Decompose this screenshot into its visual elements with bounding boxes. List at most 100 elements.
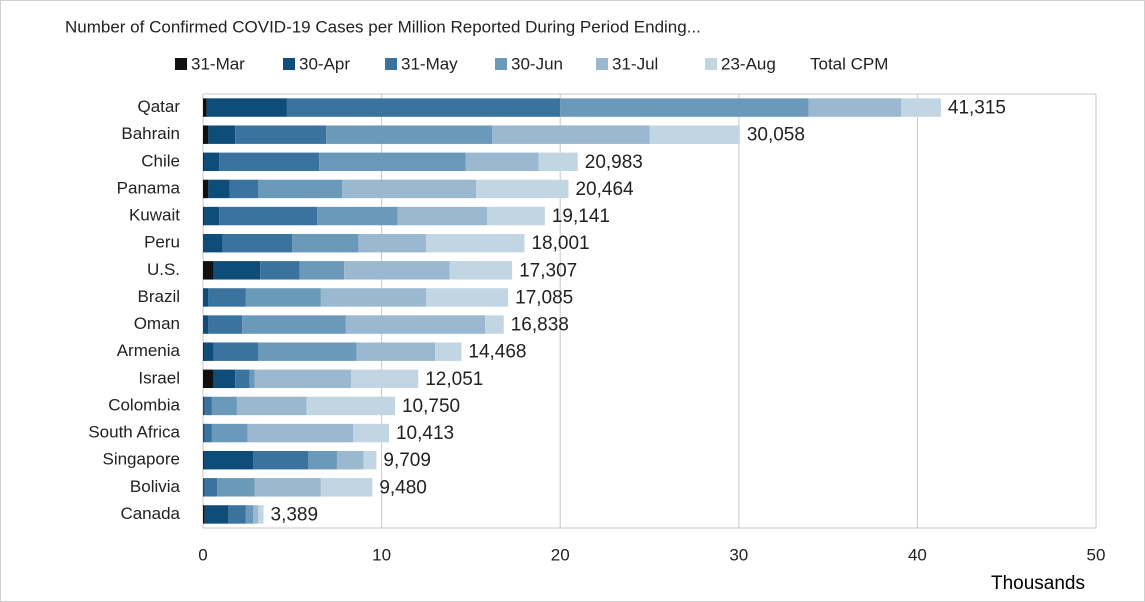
bar-segment — [426, 288, 509, 307]
bar-segment — [242, 315, 346, 334]
bar-segment — [253, 505, 259, 524]
bar-segment — [208, 288, 246, 307]
total-label: 10,413 — [396, 423, 454, 444]
bar-segment — [254, 369, 352, 389]
bar-segment — [476, 179, 569, 199]
bar-segment — [203, 125, 209, 144]
bar-segment — [219, 152, 320, 172]
total-label: 16,838 — [511, 315, 569, 336]
bar-segment — [206, 98, 287, 117]
total-label: 18,001 — [531, 233, 589, 254]
bar-segment — [492, 125, 650, 144]
bar-segment — [258, 342, 357, 361]
total-label: 19,141 — [552, 206, 610, 227]
x-tick-label: 10 — [372, 545, 391, 564]
x-axis-unit: Thousands — [991, 573, 1085, 594]
bar-segment — [203, 342, 204, 361]
x-tick-label: 30 — [729, 545, 748, 564]
bar-segment — [213, 369, 236, 389]
y-tick-label: Canada — [120, 504, 180, 523]
bar-segment — [306, 396, 395, 416]
bar-segment — [203, 98, 207, 117]
bar-segment — [326, 125, 493, 144]
y-tick-label: Colombia — [108, 395, 180, 414]
x-tick-label: 50 — [1087, 545, 1106, 564]
bar-segment — [345, 315, 486, 334]
bar-segment — [317, 206, 398, 226]
bar-segment — [208, 179, 230, 199]
bar-segment — [465, 152, 539, 172]
bar-segment — [351, 369, 419, 389]
bar-segment — [901, 98, 941, 117]
legend-label: 31-Jul — [612, 54, 658, 73]
legend-swatch — [175, 58, 187, 70]
bar-segment — [358, 233, 427, 253]
bar-segment — [258, 179, 343, 199]
bar-segment — [203, 423, 205, 443]
bar-segment — [203, 478, 205, 497]
total-label: 3,389 — [271, 504, 319, 525]
y-tick-label: Panama — [117, 178, 181, 197]
bar-segment — [249, 369, 255, 389]
x-tick-label: 0 — [198, 545, 207, 564]
legend-label: 30-Jun — [511, 54, 563, 73]
bar-segment — [208, 125, 236, 144]
bar-segment — [320, 478, 373, 497]
bar-segment — [435, 342, 462, 361]
legend-label: 30-Apr — [299, 54, 350, 73]
total-label: 12,051 — [425, 369, 483, 390]
total-label: 14,468 — [468, 342, 526, 363]
bar-segment — [538, 152, 578, 172]
y-tick-label: Israel — [138, 368, 180, 387]
bar-segment — [203, 450, 254, 470]
bar-segment — [204, 396, 212, 416]
bar-segment — [397, 206, 487, 226]
bar-segment — [319, 152, 466, 172]
y-tick-label: Brazil — [137, 287, 180, 306]
y-tick-label: Singapore — [102, 450, 180, 469]
total-label: 9,480 — [379, 477, 427, 498]
bar-segment — [449, 261, 513, 280]
bar-segment — [485, 315, 504, 334]
bar-segment — [320, 288, 427, 307]
y-tick-label: U.S. — [147, 260, 180, 279]
bar-segment — [208, 315, 243, 334]
bar-segment — [426, 233, 525, 253]
bar-segment — [286, 98, 561, 117]
y-tick-label: Qatar — [137, 97, 180, 116]
x-tick-label: 40 — [908, 545, 927, 564]
bar-segment — [353, 423, 389, 443]
bar-segment — [222, 233, 293, 253]
bar-segment — [229, 179, 259, 199]
bar-segment — [211, 396, 237, 416]
total-label: 10,750 — [402, 396, 460, 417]
y-tick-label: Peru — [144, 233, 180, 252]
legend-label: 31-Mar — [191, 54, 245, 73]
bar-segment — [203, 179, 209, 199]
bar-segment — [203, 315, 209, 334]
bar-segment — [203, 288, 209, 307]
bar-segment — [203, 450, 204, 470]
bar-segment — [219, 206, 318, 226]
bar-segment — [560, 98, 809, 117]
bar-segment — [235, 369, 250, 389]
bar-segment — [254, 478, 321, 497]
y-tick-label: South Africa — [88, 423, 180, 442]
bar-segment — [203, 342, 214, 361]
y-tick-label: Armenia — [117, 341, 181, 360]
legend-label: 23-Aug — [721, 54, 776, 73]
bar-segment — [308, 450, 337, 470]
legend-swatch — [283, 58, 295, 70]
bar-segment — [356, 342, 436, 361]
bar-segment — [203, 206, 220, 226]
bar-segment — [228, 505, 246, 524]
bar-segment — [649, 125, 740, 144]
bar-segment — [203, 369, 214, 389]
bar-segment — [253, 450, 309, 470]
legend-swatch — [596, 58, 608, 70]
total-label: 9,709 — [383, 450, 431, 471]
y-tick-label: Chile — [141, 151, 180, 170]
bar-segment — [344, 261, 450, 280]
total-label: 17,085 — [515, 287, 573, 308]
